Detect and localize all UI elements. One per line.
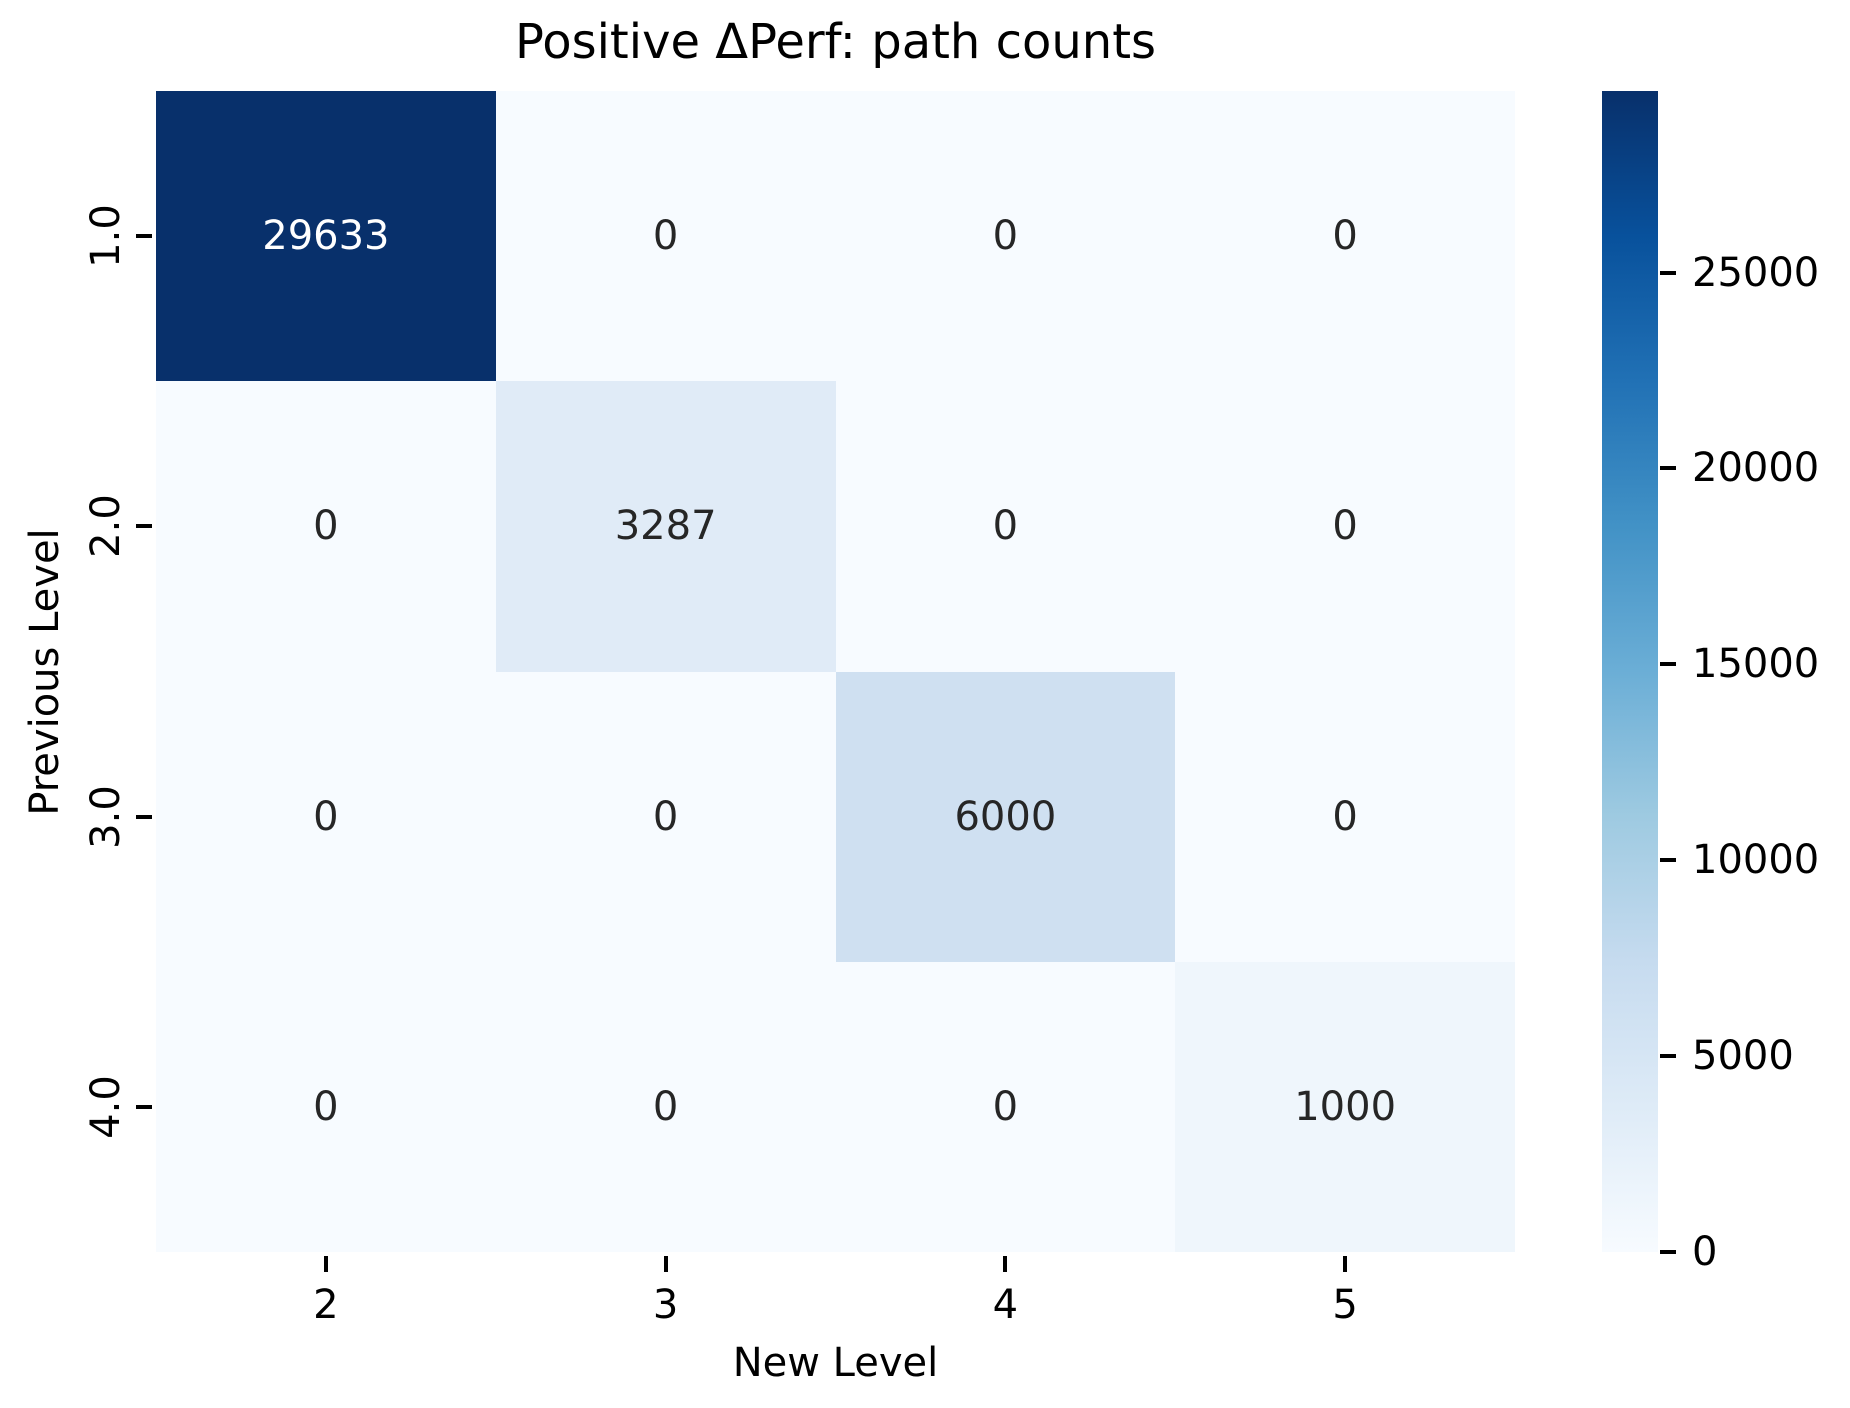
cell-value: 0: [313, 1083, 339, 1130]
colorbar-tick-label: 5000: [1692, 1033, 1794, 1080]
x-tick-label: 2: [313, 1282, 339, 1328]
heatmap-cell: 0: [495, 91, 836, 382]
cell-value: 0: [652, 793, 679, 840]
heatmap-cell: 0: [835, 91, 1176, 382]
heatmap-cell: 0: [1175, 91, 1515, 382]
chart-title: Positive ΔPerf: path counts: [514, 14, 1157, 70]
x-tick-label: 5: [1332, 1282, 1358, 1328]
x-tick-mark: [1003, 1256, 1008, 1272]
cell-value: 6000: [954, 793, 1057, 840]
x-tick-mark: [323, 1256, 328, 1272]
colorbar-tick-mark: [1660, 1054, 1676, 1059]
y-tick-mark: [136, 1104, 152, 1109]
heatmap-cell: 0: [835, 381, 1176, 672]
heatmap-cell: 29633: [156, 91, 496, 382]
colorbar: [1602, 91, 1658, 1252]
x-axis-label: New Level: [732, 1340, 939, 1386]
colorbar-tick-label: 0: [1692, 1229, 1718, 1275]
heatmap-cell: 0: [835, 961, 1176, 1252]
colorbar-tick-mark: [1660, 270, 1676, 275]
x-tick-label: 4: [992, 1282, 1019, 1328]
heatmap-cell: 0: [156, 961, 496, 1252]
colorbar-tick-mark: [1660, 466, 1676, 471]
heatmap-cell: 0: [1175, 671, 1515, 962]
x-tick-label: 3: [652, 1282, 679, 1328]
y-tick-mark: [136, 234, 152, 239]
heatmap-cell: 6000: [835, 671, 1176, 962]
colorbar-tick-label: 10000: [1692, 837, 1820, 884]
colorbar-tick-mark: [1660, 858, 1676, 863]
cell-value: 0: [992, 213, 1019, 260]
heatmap-cell: 0: [495, 671, 836, 962]
cell-value: 0: [1332, 503, 1358, 550]
cell-value: 0: [992, 1083, 1019, 1130]
x-tick-mark: [1343, 1256, 1348, 1272]
heatmap-cell: 0: [156, 671, 496, 962]
cell-value: 0: [1332, 213, 1358, 260]
heatmap-cell: 3287: [495, 381, 836, 672]
heatmap-cell: 0: [1175, 381, 1515, 672]
colorbar-tick-label: 25000: [1692, 249, 1820, 296]
colorbar-tick-mark: [1660, 662, 1676, 667]
y-tick-mark: [136, 814, 152, 819]
y-tick-mark: [136, 524, 152, 529]
colorbar-tick-mark: [1660, 1250, 1676, 1254]
cell-value: 0: [652, 213, 679, 260]
colorbar-tick-label: 20000: [1692, 445, 1820, 492]
cell-value: 0: [313, 793, 339, 840]
cell-value: 1000: [1294, 1083, 1397, 1130]
cell-value: 29633: [262, 213, 390, 260]
cell-value: 0: [652, 1083, 679, 1130]
cell-value: 3287: [614, 503, 717, 550]
heatmap-cell: 1000: [1175, 961, 1515, 1252]
x-tick-mark: [663, 1256, 668, 1272]
cell-value: 0: [313, 503, 339, 550]
cell-value: 0: [992, 503, 1019, 550]
heatmap-cell: 0: [495, 961, 836, 1252]
heatmap-cell: 0: [156, 381, 496, 672]
colorbar-tick-label: 15000: [1692, 641, 1820, 688]
cell-value: 0: [1332, 793, 1358, 840]
